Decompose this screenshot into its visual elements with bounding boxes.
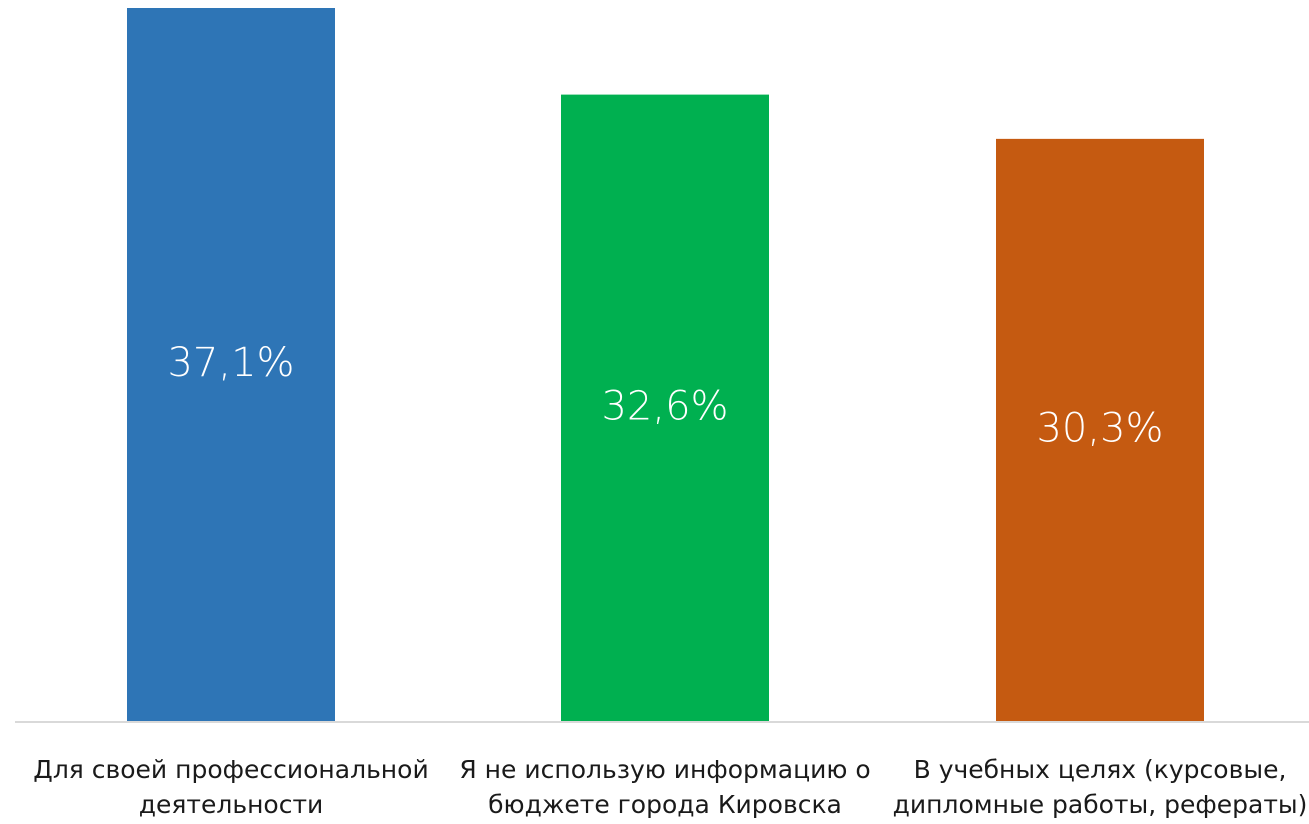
category-label-line: дипломные работы, рефераты) — [893, 790, 1308, 819]
category-label-line: деятельности — [139, 790, 324, 819]
data-label-3: 30,3% — [1036, 405, 1163, 451]
category-label-line: бюджете города Кировска — [488, 790, 842, 819]
category-labels-layer: Для своей профессиональной деятельности Я … — [33, 755, 1307, 819]
data-label-2: 32,6% — [601, 383, 728, 429]
category-label-2: Я не использую информацию о бюджете город… — [459, 755, 870, 819]
category-label-3: В учебных целях (курсовые, дипломные рабо… — [893, 755, 1308, 819]
category-label-line: В учебных целях (курсовые, — [914, 755, 1287, 784]
category-label-line: Я не использую информацию о — [459, 755, 870, 784]
category-label-line: Для своей профессиональной — [33, 755, 428, 784]
category-label-1: Для своей профессиональной деятельности — [33, 755, 428, 819]
data-label-1: 37,1% — [167, 340, 294, 386]
